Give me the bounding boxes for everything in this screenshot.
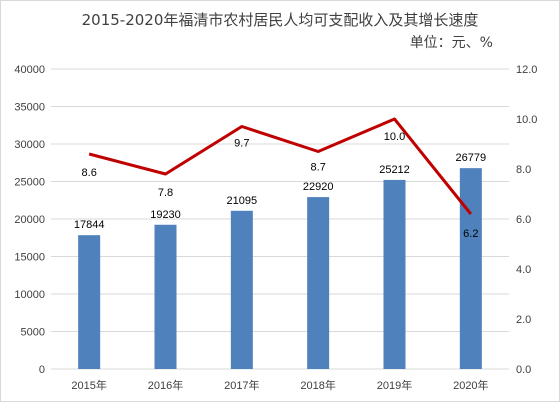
y-left-tick-label: 15000 [14, 252, 45, 264]
y-right-tick-label: 10.0 [516, 114, 537, 126]
bar-data-label: 21095 [227, 195, 258, 207]
bar [383, 179, 406, 369]
growth-rate-line [88, 117, 473, 215]
bar-data-label: 19230 [150, 209, 181, 221]
y-left-tick-label: 30000 [14, 139, 45, 151]
line-data-label: 6.2 [463, 228, 478, 240]
x-tick-label: 2015年 [71, 378, 106, 392]
bar [154, 224, 177, 369]
line-data-label: 10.0 [384, 131, 405, 143]
y-left-tick-label: 0 [39, 364, 45, 376]
bar [459, 168, 482, 369]
y-right-tick-label: 0.0 [516, 364, 531, 376]
y-left-tick-label: 20000 [14, 214, 45, 226]
x-tick-label: 2020年 [453, 378, 488, 392]
x-tick-label: 2017年 [224, 378, 259, 392]
line-data-label: 8.6 [82, 167, 97, 179]
y-right-tick-label: 12.0 [516, 64, 537, 76]
bar [78, 235, 101, 369]
bar-data-label: 22920 [303, 181, 334, 193]
bar [307, 197, 330, 369]
unit-label: 单位：元、% [409, 35, 493, 51]
y-right-tick-label: 2.0 [516, 314, 531, 326]
bar-data-label: 26779 [456, 152, 487, 164]
y-left-tick-label: 25000 [14, 177, 45, 189]
bar-data-label: 25212 [379, 164, 410, 176]
line-data-label: 8.7 [311, 162, 326, 174]
bar-data-label: 17844 [74, 219, 105, 231]
chart-title: 2015-2020年福清市农村居民人均可支配收入及其增长速度 [81, 11, 479, 29]
x-tick-label: 2016年 [148, 378, 183, 392]
y-left-tick-label: 40000 [14, 64, 45, 76]
x-tick-label: 2018年 [300, 378, 335, 392]
x-tick-label: 2019年 [377, 378, 412, 392]
y-right-tick-label: 8.0 [516, 164, 531, 176]
y-left-tick-label: 10000 [14, 289, 45, 301]
line-data-label: 7.8 [158, 187, 173, 199]
y-left-tick-label: 35000 [14, 102, 45, 114]
y-right-tick-label: 4.0 [516, 264, 531, 276]
y-left-tick-label: 5000 [21, 327, 45, 339]
bar [230, 210, 253, 369]
y-right-tick-label: 6.0 [516, 214, 531, 226]
line-data-label: 9.7 [234, 138, 249, 150]
